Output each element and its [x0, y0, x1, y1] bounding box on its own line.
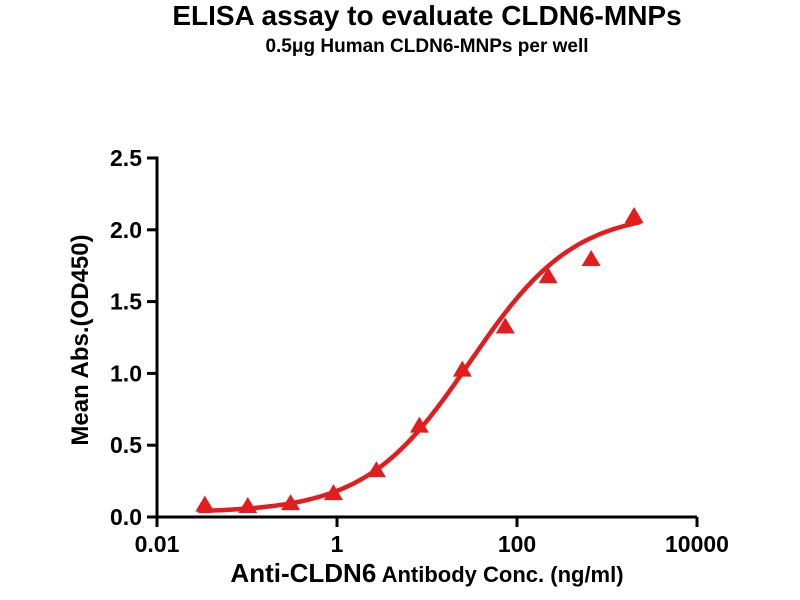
data-point-marker	[452, 360, 472, 377]
y-axis-label: Mean Abs.(OD450)	[67, 234, 94, 446]
y-tick-label: 1.5	[110, 289, 142, 315]
data-point-marker	[624, 206, 644, 223]
y-tick-label: 0.5	[110, 432, 142, 458]
data-point-marker	[323, 484, 343, 501]
fit-curve	[197, 220, 642, 514]
x-axis-label: Anti-CLDN6 Antibody Conc. (ng/ml)	[54, 558, 800, 589]
x-tick-label: 10000	[665, 531, 729, 557]
y-tick-label: 2.0	[110, 217, 142, 243]
data-point-marker	[281, 494, 301, 511]
y-tick-label: 2.5	[110, 145, 142, 171]
data-point-marker	[538, 267, 558, 284]
y-tick-label: 1.0	[110, 360, 142, 386]
x-tick-label: 0.01	[135, 531, 180, 557]
x-tick-label: 100	[498, 531, 536, 557]
x-axis-label-secondary: Antibody Conc. (ng/ml)	[376, 562, 624, 587]
data-point-marker	[495, 317, 515, 334]
data-point-marker	[366, 461, 386, 478]
data-point-marker	[581, 250, 601, 267]
data-point-marker	[195, 495, 215, 512]
data-point-marker	[238, 497, 258, 514]
data-point-marker	[409, 416, 429, 433]
x-tick-label: 1	[331, 531, 344, 557]
axis-lines	[155, 156, 697, 519]
y-tick-label: 0.0	[110, 504, 142, 530]
chart-title: ELISA assay to evaluate CLDN6-MNPs	[172, 0, 682, 31]
chart-subtitle: 0.5μg Human CLDN6-MNPs per well	[265, 36, 589, 57]
x-axis-label-primary: Anti-CLDN6	[230, 558, 377, 588]
